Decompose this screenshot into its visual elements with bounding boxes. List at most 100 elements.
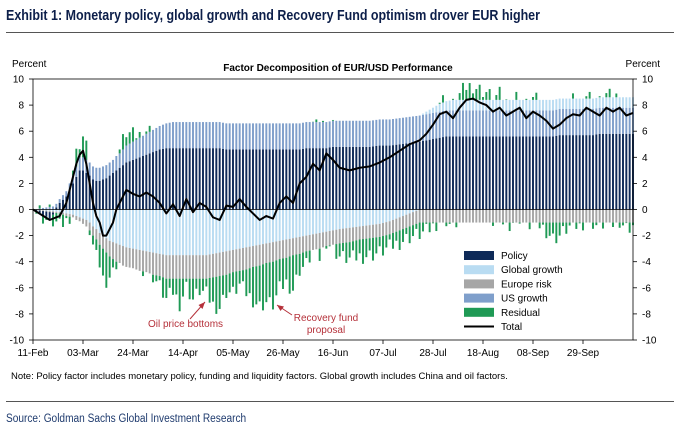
bar-segment-us-growth bbox=[235, 123, 238, 150]
bar-segment-policy bbox=[165, 148, 168, 210]
bar-segment-global-growth bbox=[605, 97, 608, 108]
bar-segment-policy bbox=[135, 158, 138, 210]
bar-segment-europe-risk bbox=[578, 209, 581, 223]
bar-segment-global-growth bbox=[575, 98, 578, 110]
bar-segment-residual bbox=[118, 149, 121, 154]
bar-segment-residual bbox=[368, 238, 371, 251]
bar-segment-residual bbox=[472, 93, 474, 100]
bar-segment-policy bbox=[155, 150, 158, 210]
bar-segment-policy bbox=[515, 136, 518, 210]
bar-segment-policy bbox=[338, 146, 341, 210]
bar-segment-us-growth bbox=[115, 156, 118, 171]
bar-segment-europe-risk bbox=[102, 235, 104, 249]
bar-segment-us-growth bbox=[258, 123, 261, 150]
bar-segment-residual bbox=[105, 252, 108, 288]
bar-segment-residual bbox=[502, 222, 504, 225]
bar-segment-policy bbox=[535, 136, 538, 210]
bar-segment-global-growth bbox=[238, 209, 241, 249]
bar-segment-europe-risk bbox=[522, 209, 524, 223]
bar-segment-residual bbox=[588, 91, 591, 99]
bar-segment-us-growth bbox=[352, 120, 354, 147]
bar-segment-policy bbox=[388, 145, 391, 210]
bar-segment-europe-risk bbox=[378, 223, 381, 237]
bar-segment-residual bbox=[85, 140, 88, 160]
source-line: Source: Goldman Sachs Global Investment … bbox=[6, 413, 247, 425]
bar-segment-residual bbox=[482, 97, 484, 100]
bar-segment-global-growth bbox=[198, 209, 201, 256]
bar-segment-us-growth bbox=[558, 109, 561, 136]
bar-segment-global-growth bbox=[102, 209, 104, 236]
bar-segment-policy bbox=[285, 149, 288, 210]
bar-segment-europe-risk bbox=[265, 243, 268, 263]
bar-segment-us-growth bbox=[105, 165, 108, 179]
bar-segment-policy bbox=[465, 136, 468, 210]
bar-segment-us-growth bbox=[182, 122, 184, 149]
bar-segment-global-growth bbox=[425, 111, 428, 115]
bar-segment-policy bbox=[375, 145, 378, 210]
bar-segment-europe-risk bbox=[458, 209, 461, 223]
bar-segment-residual bbox=[458, 93, 461, 100]
bar-segment-global-growth bbox=[152, 209, 154, 253]
bar-segment-policy bbox=[595, 134, 598, 210]
bar-segment-residual bbox=[375, 237, 378, 254]
bar-segment-global-growth bbox=[342, 209, 344, 229]
bar-segment-residual bbox=[432, 222, 434, 224]
bar-segment-policy bbox=[172, 148, 174, 210]
bar-segment-us-growth bbox=[158, 125, 161, 150]
bar-segment-policy bbox=[538, 136, 541, 210]
bar-segment-policy bbox=[298, 149, 301, 210]
bar-segment-residual bbox=[285, 257, 288, 280]
bar-segment-global-growth bbox=[148, 209, 151, 252]
bar-segment-europe-risk bbox=[142, 250, 144, 272]
bar-segment-policy bbox=[158, 149, 161, 210]
bar-segment-us-growth bbox=[128, 143, 131, 162]
bar-segment-us-growth bbox=[175, 122, 178, 149]
bar-segment-us-growth bbox=[152, 129, 154, 153]
bar-segment-policy bbox=[542, 136, 544, 210]
bar-segment-residual bbox=[492, 222, 494, 226]
bar-segment-policy bbox=[132, 159, 134, 210]
bar-segment-residual bbox=[608, 88, 611, 98]
bar-segment-global-growth bbox=[385, 209, 388, 223]
bar-segment-us-growth bbox=[118, 153, 121, 168]
bar-segment-policy bbox=[258, 149, 261, 210]
bar-segment-residual bbox=[112, 259, 114, 268]
bar-segment-residual bbox=[262, 264, 264, 311]
bar-segment-policy bbox=[315, 148, 318, 210]
bar-segment-us-growth bbox=[425, 114, 428, 141]
bar-segment-europe-risk bbox=[138, 249, 141, 271]
bar-segment-us-growth bbox=[602, 107, 604, 134]
bar-segment-europe-risk bbox=[135, 249, 138, 270]
legend-swatch bbox=[464, 279, 494, 289]
bar-segment-global-growth bbox=[505, 99, 508, 111]
bar-segment-europe-risk bbox=[112, 242, 114, 260]
bar-segment-us-growth bbox=[205, 122, 208, 149]
bar-segment-europe-risk bbox=[212, 253, 214, 278]
bar-segment-policy bbox=[458, 136, 461, 210]
bar-segment-us-growth bbox=[138, 137, 141, 158]
legend-label: US growth bbox=[501, 294, 548, 305]
bar-segment-europe-risk bbox=[198, 255, 201, 279]
x-tick-label: 28-Jul bbox=[419, 348, 446, 359]
bar-segment-europe-risk bbox=[82, 218, 84, 224]
bar-segment-residual bbox=[238, 270, 241, 284]
bar-segment-residual bbox=[555, 222, 558, 244]
bar-segment-residual bbox=[175, 278, 178, 295]
bar-segment-global-growth bbox=[265, 209, 268, 244]
bar-segment-residual bbox=[155, 275, 158, 282]
bar-segment-global-growth bbox=[382, 209, 384, 223]
y-tick-label-right: 2 bbox=[642, 179, 648, 190]
bar-segment-global-growth bbox=[235, 209, 238, 250]
bar-segment-us-growth bbox=[488, 110, 491, 137]
bar-segment-europe-risk bbox=[192, 255, 194, 279]
bar-segment-policy bbox=[68, 189, 71, 210]
bar-segment-europe-risk bbox=[42, 210, 44, 212]
bar-segment-policy bbox=[215, 148, 218, 210]
bar-segment-us-growth bbox=[48, 206, 51, 210]
bar-segment-global-growth bbox=[335, 209, 338, 230]
bar-segment-us-growth bbox=[172, 122, 174, 149]
bar-segment-europe-risk bbox=[448, 209, 451, 223]
bar-segment-europe-risk bbox=[322, 232, 324, 248]
bar-segment-policy bbox=[488, 136, 491, 210]
bar-segment-global-growth bbox=[592, 98, 594, 110]
